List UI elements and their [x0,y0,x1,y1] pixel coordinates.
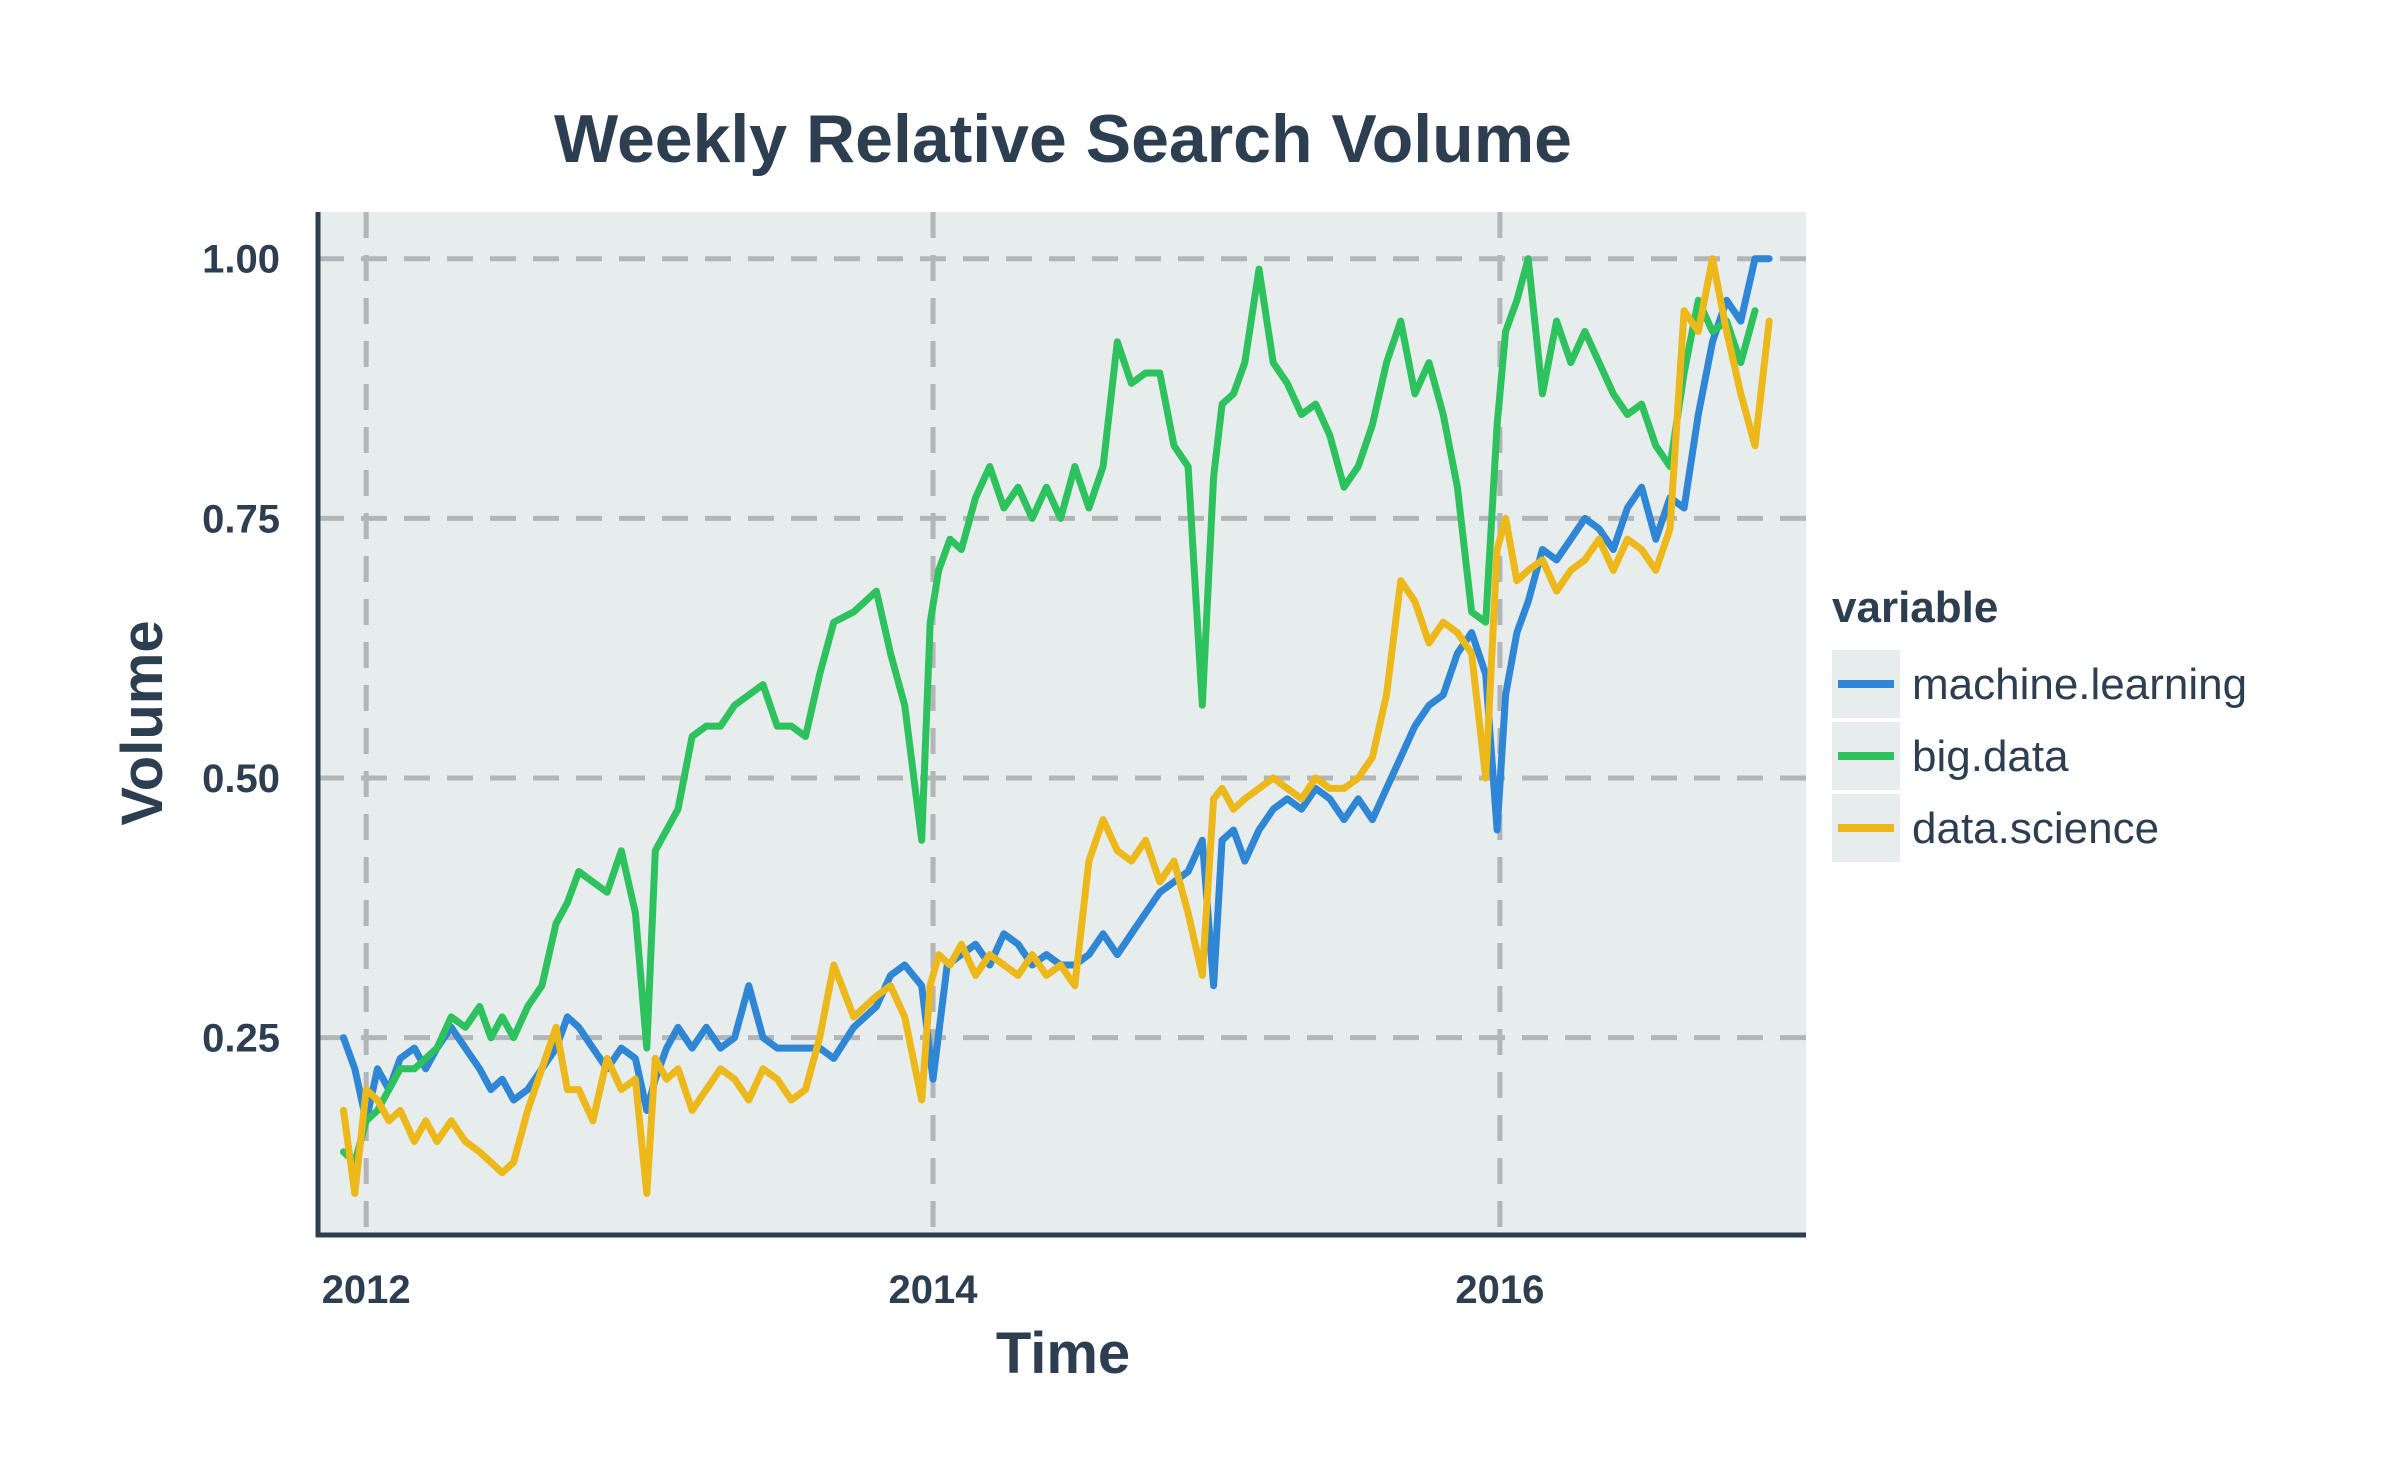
legend: variable machine.learning big.data data.sc… [1832,583,2247,862]
series-line-machine-learning [340,255,1773,1125]
x-axis-title: Time [996,1321,1130,1386]
x-tick-label: 2012 [322,1268,411,1312]
x-tick-label: 2016 [1455,1268,1544,1312]
y-axis-title: Volume [110,620,175,825]
series-line-big-data [340,255,1759,1166]
y-tick-label: 0.75 [202,497,280,541]
y-tick-label: 0.25 [202,1017,280,1061]
series-line-data-science [340,255,1773,1197]
y-tick-label: 1.00 [202,238,280,282]
y-axis-ticks: 0.25 0.50 0.75 1.00 [202,238,280,1061]
y-tick-label: 0.50 [202,757,280,801]
legend-title: variable [1832,583,1998,632]
legend-label: big.data [1912,732,2069,781]
series-lines [340,255,1773,1197]
legend-items: machine.learning big.data data.science [1832,650,2247,862]
legend-label: machine.learning [1912,660,2247,709]
x-tick-label: 2014 [889,1268,979,1312]
x-axis-ticks: 2012 2014 2016 [322,1268,1545,1312]
legend-label: data.science [1912,804,2159,853]
chart-title: Weekly Relative Search Volume [554,101,1572,177]
